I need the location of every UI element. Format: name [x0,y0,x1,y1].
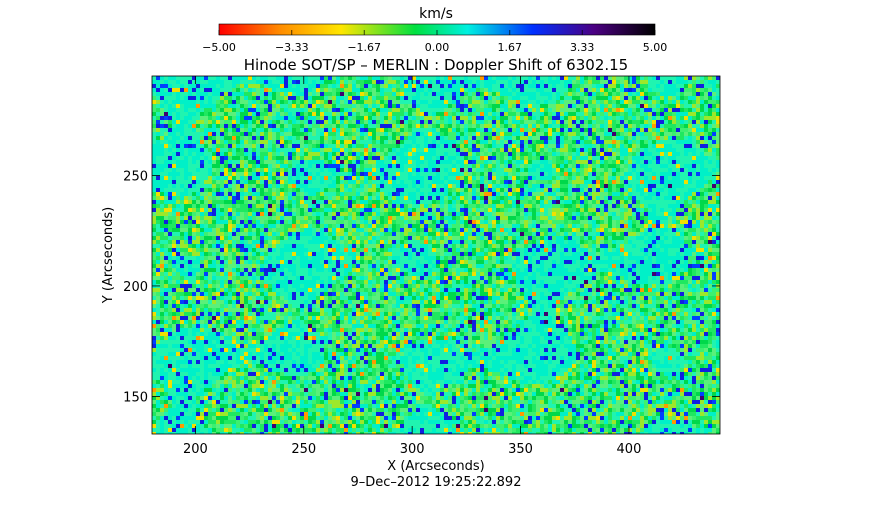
colorbar-tick-label: −1.67 [347,41,381,54]
y-tick-label: 250 [123,169,148,184]
y-axis: 150 200 250 [123,169,720,405]
colorbar-tick-label: 0.00 [425,41,450,54]
chart-title: Hinode SOT/SP – MERLIN : Doppler Shift o… [244,56,628,74]
x-axis-label: X (Arcseconds) [387,459,484,474]
colorbar-ticks: −5.00 −3.33 −1.67 0.00 1.67 3.33 5.00 [202,30,667,54]
x-axis: 200 250 300 350 400 [183,76,641,457]
heatmap-image [152,76,720,434]
colorbar-tick-label: 5.00 [643,41,668,54]
colorbar-tick-label: 3.33 [570,41,595,54]
x-tick-label: 300 [400,442,425,457]
timestamp: 9–Dec–2012 19:25:22.892 [351,475,522,490]
y-axis-label: Y (Arcseconds) [101,207,116,304]
colorbar-tick-label: −3.33 [275,41,309,54]
x-tick-label: 250 [291,442,316,457]
colorbar-tick-label: −5.00 [202,41,236,54]
colorbar-label: km/s [419,6,453,22]
y-tick-label: 150 [123,390,148,405]
plot-frame [151,75,721,435]
x-tick-label: 350 [508,442,533,457]
x-tick-label: 400 [617,442,642,457]
x-tick-label: 200 [183,442,208,457]
colorbar-tick-label: 1.67 [498,41,523,54]
y-tick-label: 200 [123,280,148,295]
